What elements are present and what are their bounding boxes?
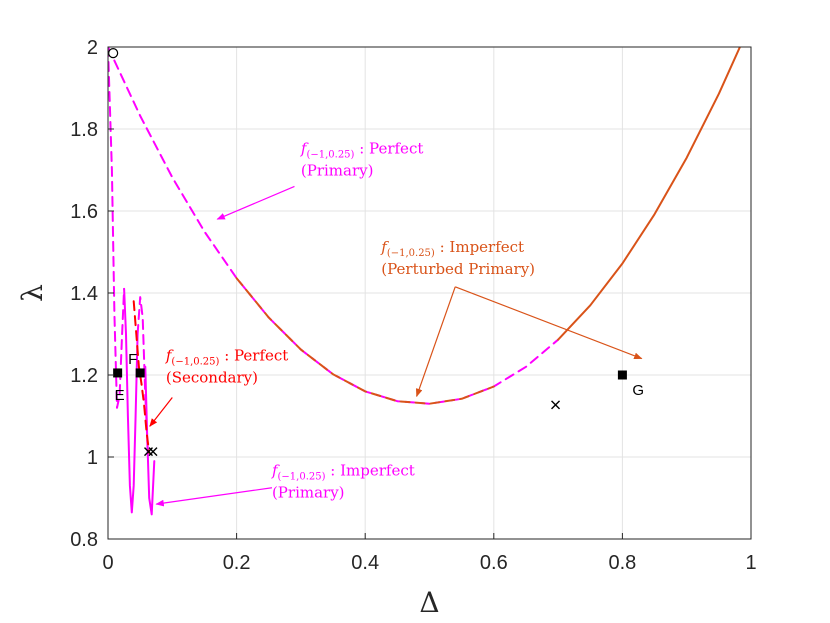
- series-line-4: [123, 287, 139, 514]
- annotation-arrow: [415, 286, 456, 398]
- y-tick-label: 1: [87, 447, 98, 469]
- annotation-arrow: [155, 487, 273, 507]
- x-tick-label: 1: [745, 552, 756, 574]
- point-label-F: F: [128, 351, 137, 368]
- annotation-arrow: [149, 397, 173, 427]
- annotation-f: f: [300, 140, 309, 158]
- annotation-subscript: (−1,0.25): [278, 471, 326, 482]
- series-line-1: [235, 277, 495, 405]
- y-tick-label: 2: [87, 37, 98, 59]
- annotation-subscript: (−1,0.25): [306, 150, 354, 161]
- x-marker: [551, 400, 561, 410]
- annotation-title: f(−1,0.25) : Imperfect: [380, 238, 524, 259]
- point-marker: [135, 368, 145, 378]
- annotation-rest: : Imperfect: [326, 461, 415, 479]
- annotation-f: f: [271, 461, 280, 479]
- point-marker: [617, 370, 627, 380]
- annotation-f: f: [165, 347, 174, 365]
- circle-marker: [108, 48, 119, 59]
- x-tick-label: 0.6: [480, 552, 508, 574]
- tick-labels: 0 0.2 0.4 0.6 0.8 1 0.8 1 1.2 1.4 1.6 1.8 2: [70, 37, 756, 574]
- point-label-E: E: [115, 387, 125, 404]
- annotation-rest: : Perfect: [354, 140, 423, 158]
- x-tick-label: 0.2: [223, 552, 251, 574]
- annotation-subscript: (−1,0.25): [387, 248, 435, 259]
- series-line-3: [108, 47, 126, 409]
- x-axis-label: Δ: [419, 586, 439, 619]
- annotation-title: f(−1,0.25) : Perfect: [165, 347, 288, 368]
- series-line-2: [557, 47, 742, 341]
- series-group: [108, 47, 742, 516]
- y-tick-label: 1.6: [70, 201, 98, 223]
- x-tick-label: 0.8: [608, 552, 636, 574]
- y-tick-label: 0.8: [70, 529, 98, 551]
- annotation-arrow: [216, 185, 295, 220]
- series-line-7: [132, 300, 151, 454]
- y-tick-label: 1.8: [70, 119, 98, 141]
- y-tick-label: 1.2: [70, 365, 98, 387]
- annotation-subtitle: (Secondary): [166, 369, 258, 387]
- annotation-subscript: (−1,0.25): [171, 357, 219, 368]
- annotations-group: f(−1,0.25) : Perfect(Primary)f(−1,0.25) …: [149, 140, 643, 507]
- markers-group: E F G: [108, 48, 644, 457]
- annotation-rest: : Imperfect: [435, 238, 524, 256]
- annotation-title: f(−1,0.25) : Imperfect: [271, 461, 415, 482]
- annotation-title: f(−1,0.25) : Perfect: [300, 140, 423, 161]
- grid-lines: [107, 46, 752, 540]
- annotation-subtitle: (Primary): [301, 162, 374, 180]
- series-line-0: [108, 47, 560, 405]
- series-line-6: [144, 365, 156, 516]
- x-tick-label: 0: [102, 552, 113, 574]
- annotation-f: f: [380, 238, 389, 256]
- y-tick-label: 1.4: [70, 283, 98, 305]
- annotation-rest: : Perfect: [219, 347, 288, 365]
- annotation-subtitle: (Primary): [272, 483, 345, 501]
- y-axis-label: λ: [16, 284, 49, 302]
- annotation-arrow: [455, 286, 643, 360]
- point-marker: [113, 368, 123, 378]
- annotation-subtitle: (Perturbed Primary): [381, 260, 535, 278]
- point-label-G: G: [632, 382, 644, 399]
- x-marker: [148, 447, 158, 457]
- x-tick-label: 0.4: [351, 552, 379, 574]
